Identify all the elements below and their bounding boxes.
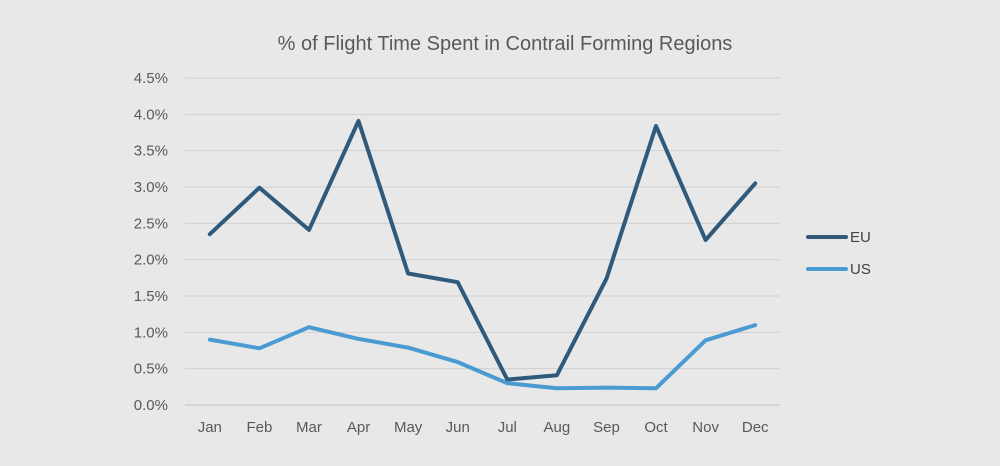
legend-label-eu: EU [850,229,871,246]
x-tick-label: Apr [347,419,370,436]
x-tick-label: Feb [246,419,272,436]
x-axis-tick-labels: Jan Feb Mar Apr May Jun Jul Aug Sep Oct Nov Dec [198,419,769,436]
series-lines [207,118,758,391]
y-tick-label: 0.5% [134,361,168,378]
y-tick-label: 3.5% [134,143,168,160]
chart-title: % of Flight Time Spent in Contrail Formi… [278,33,733,55]
x-tick-label: Jan [198,419,222,436]
x-tick-label: Mar [296,419,322,436]
x-tick-label: Dec [742,419,769,436]
x-tick-label: Jul [498,419,517,436]
x-tick-label: Aug [544,419,571,436]
y-tick-label: 2.0% [134,252,168,269]
y-tick-label: 1.0% [134,324,168,341]
y-tick-label: 3.0% [134,179,168,196]
y-tick-label: 1.5% [134,288,168,305]
y-tick-label: 4.0% [134,106,168,123]
gridlines [185,77,780,406]
series-line-eu [207,118,758,382]
legend-label-us: US [850,261,871,278]
x-tick-label: Oct [644,419,668,436]
y-tick-label: 2.5% [134,215,168,232]
x-tick-label: Sep [593,419,620,436]
y-tick-label: 4.5% [134,70,168,87]
series-line-us [207,323,758,391]
legend: EU US [806,229,871,278]
y-tick-label: 0.0% [134,397,168,414]
x-tick-label: Jun [446,419,470,436]
y-axis-tick-labels: 0.0% 0.5% 1.0% 1.5% 2.0% 2.5% 3.0% 3.5% 4.0% 4.5% [134,70,168,414]
x-tick-label: May [394,419,423,436]
x-tick-label: Nov [692,419,719,436]
